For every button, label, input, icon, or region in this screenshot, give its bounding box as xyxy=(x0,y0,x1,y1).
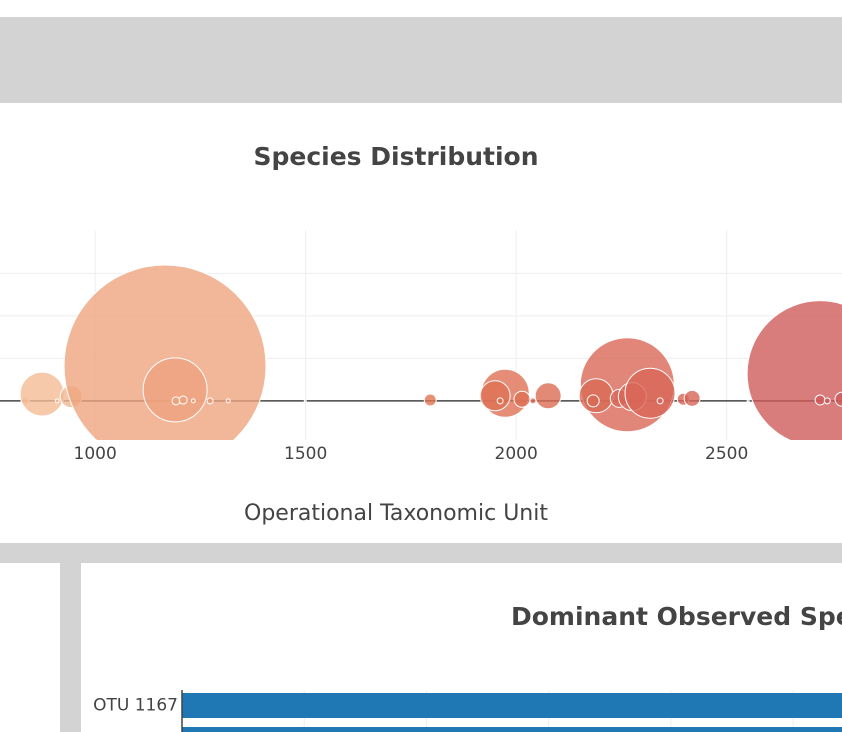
bubble xyxy=(834,391,842,407)
bubble xyxy=(683,389,701,407)
bubble xyxy=(586,394,600,408)
bubble xyxy=(190,398,196,404)
bubble xyxy=(178,395,188,405)
bubble xyxy=(746,399,750,403)
bubble xyxy=(19,371,65,417)
x-tick-label: 1000 xyxy=(74,444,117,464)
x-axis-title: Operational Taxonomic Unit xyxy=(244,501,548,526)
header-band xyxy=(0,17,842,103)
bubble xyxy=(534,382,562,410)
x-tick-label: 1500 xyxy=(284,444,327,464)
bubble xyxy=(746,300,842,440)
bubble xyxy=(63,264,267,440)
bubble xyxy=(496,397,504,405)
bubble xyxy=(814,394,826,406)
bar xyxy=(182,727,842,732)
x-tick-label: 2500 xyxy=(705,444,748,464)
bar xyxy=(182,693,842,718)
separator xyxy=(0,543,842,563)
bubble xyxy=(423,393,437,407)
bubble xyxy=(823,397,831,405)
sidebar xyxy=(60,563,81,732)
bubble xyxy=(513,390,531,408)
bubble xyxy=(624,367,676,419)
bubble xyxy=(303,399,307,403)
bubble xyxy=(54,398,60,404)
x-tick-label: 2000 xyxy=(495,444,538,464)
bubble xyxy=(479,380,511,412)
plot-area xyxy=(0,230,842,440)
bubble xyxy=(225,398,231,404)
y-tick-label: OTU 1167 xyxy=(93,696,178,716)
bubble xyxy=(206,397,214,405)
bubble xyxy=(142,357,208,423)
bubble xyxy=(656,397,664,405)
chart-title: Species Distribution xyxy=(253,142,538,171)
chart-title: Dominant Observed Species xyxy=(511,602,842,631)
